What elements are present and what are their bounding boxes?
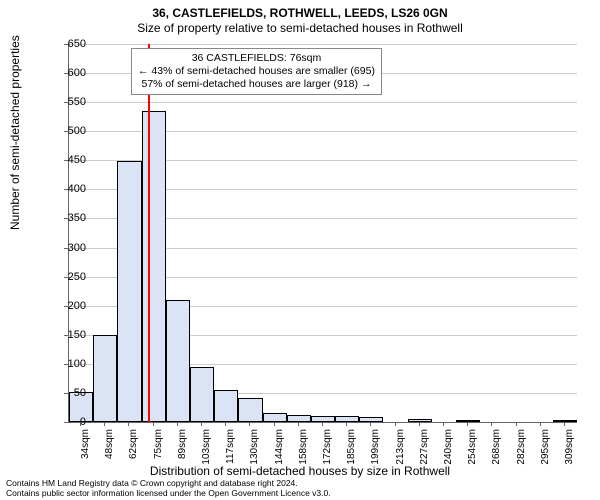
histogram-bar: [117, 161, 141, 422]
histogram-bar: [214, 390, 238, 422]
ytick-mark: [64, 160, 68, 161]
ytick-mark: [64, 189, 68, 190]
ytick-mark: [64, 335, 68, 336]
xtick-mark: [128, 422, 129, 426]
xtick-mark: [419, 422, 420, 426]
ytick-mark: [64, 218, 68, 219]
xtick-label: 185sqm: [346, 429, 357, 467]
xtick-mark: [274, 422, 275, 426]
xtick-label: 144sqm: [274, 429, 285, 467]
histogram-bar: [190, 367, 214, 422]
xtick-label: 117sqm: [225, 429, 236, 467]
xtick-mark: [201, 422, 202, 426]
ytick-mark: [64, 306, 68, 307]
xtick-label: 282sqm: [516, 429, 527, 467]
xtick-label: 309sqm: [564, 429, 575, 467]
histogram-bar: [553, 420, 577, 422]
xtick-label: 240sqm: [443, 429, 454, 467]
property-marker-line: [148, 44, 150, 422]
xtick-mark: [443, 422, 444, 426]
xtick-mark: [104, 422, 105, 426]
xtick-label: 89sqm: [177, 429, 188, 467]
ytick-mark: [64, 73, 68, 74]
xtick-label: 62sqm: [128, 429, 139, 467]
xtick-mark: [153, 422, 154, 426]
histogram-bar: [408, 419, 432, 422]
xtick-label: 172sqm: [322, 429, 333, 467]
xtick-mark: [370, 422, 371, 426]
xtick-mark: [225, 422, 226, 426]
ytick-mark: [64, 248, 68, 249]
ytick-mark: [64, 422, 68, 423]
annotation-line1: 36 CASTLEFIELDS: 76sqm: [138, 52, 375, 65]
xtick-mark: [346, 422, 347, 426]
xtick-mark: [298, 422, 299, 426]
ytick-mark: [64, 102, 68, 103]
histogram-bar: [142, 111, 166, 422]
histogram-bar: [238, 398, 262, 422]
xtick-label: 199sqm: [370, 429, 381, 467]
xtick-label: 48sqm: [104, 429, 115, 467]
ytick-mark: [64, 131, 68, 132]
xtick-mark: [540, 422, 541, 426]
xtick-mark: [491, 422, 492, 426]
histogram-bar: [456, 420, 480, 422]
xtick-mark: [467, 422, 468, 426]
histogram-bar: [166, 300, 190, 422]
chart-plot-area: 36 CASTLEFIELDS: 76sqm ← 43% of semi-det…: [68, 44, 577, 423]
footer-line1: Contains HM Land Registry data © Crown c…: [6, 478, 331, 488]
histogram-bar: [287, 415, 311, 422]
xtick-label: 213sqm: [395, 429, 406, 467]
histogram-bar: [263, 413, 287, 422]
footer-line2: Contains public sector information licen…: [6, 488, 331, 498]
xtick-label: 227sqm: [419, 429, 430, 467]
xtick-label: 103sqm: [201, 429, 212, 467]
histogram-bar: [335, 416, 359, 422]
ytick-mark: [64, 277, 68, 278]
xtick-label: 268sqm: [491, 429, 502, 467]
xtick-label: 295sqm: [540, 429, 551, 467]
chart-title-main: 36, CASTLEFIELDS, ROTHWELL, LEEDS, LS26 …: [0, 0, 600, 20]
chart-title-sub: Size of property relative to semi-detach…: [0, 20, 600, 35]
xtick-mark: [80, 422, 81, 426]
ytick-mark: [64, 393, 68, 394]
xtick-mark: [177, 422, 178, 426]
xtick-mark: [516, 422, 517, 426]
footer-attribution: Contains HM Land Registry data © Crown c…: [6, 478, 331, 498]
xtick-mark: [564, 422, 565, 426]
xtick-mark: [395, 422, 396, 426]
annotation-line2: ← 43% of semi-detached houses are smalle…: [138, 65, 375, 78]
xtick-mark: [322, 422, 323, 426]
xtick-label: 75sqm: [153, 429, 164, 467]
y-axis-label: Number of semi-detached properties: [8, 35, 22, 230]
annotation-box: 36 CASTLEFIELDS: 76sqm ← 43% of semi-det…: [131, 48, 382, 95]
xtick-label: 130sqm: [249, 429, 260, 467]
histogram-bar: [359, 417, 383, 422]
xtick-label: 254sqm: [467, 429, 478, 467]
grid-line: [69, 44, 577, 45]
xtick-mark: [249, 422, 250, 426]
xtick-label: 34sqm: [80, 429, 91, 467]
ytick-mark: [64, 364, 68, 365]
xtick-label: 158sqm: [298, 429, 309, 467]
annotation-line3: 57% of semi-detached houses are larger (…: [138, 78, 375, 91]
grid-line: [69, 102, 577, 103]
histogram-bar: [93, 335, 117, 422]
ytick-mark: [64, 44, 68, 45]
